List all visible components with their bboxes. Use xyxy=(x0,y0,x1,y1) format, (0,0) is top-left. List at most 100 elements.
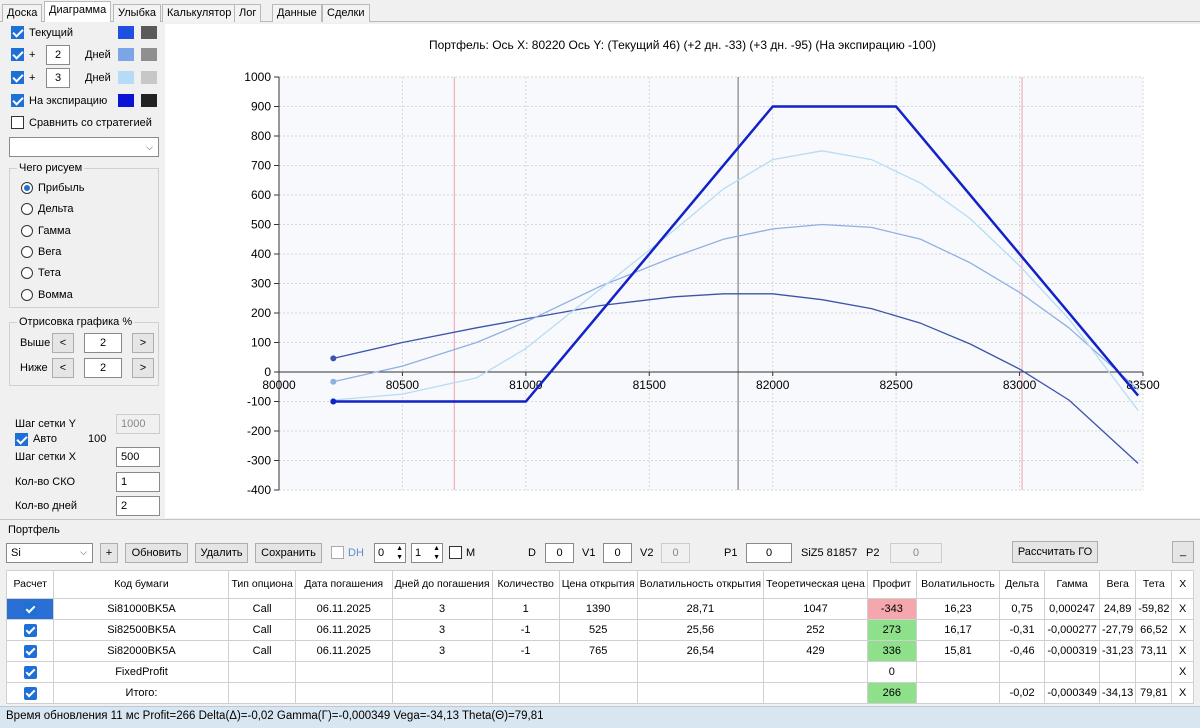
cell-calc[interactable] xyxy=(5,682,55,704)
series-plus3-days-input[interactable]: 3 xyxy=(46,68,70,88)
instrument-select[interactable]: Si ⌵ xyxy=(6,543,93,563)
chart-title: Портфель: Ось X: 80220 Ось Y: (Текущий 4… xyxy=(428,38,937,52)
series-plus2-days-input[interactable]: 2 xyxy=(46,45,70,65)
tab-board[interactable]: Доска xyxy=(2,4,43,22)
calc-margin-button[interactable]: Рассчитать ГО xyxy=(1012,541,1098,563)
tab-deals[interactable]: Сделки xyxy=(322,4,370,22)
v1-input[interactable]: 0 xyxy=(603,543,632,563)
table-row[interactable]: FixedProfit 0 X xyxy=(5,661,1194,683)
col-theta[interactable]: Тета xyxy=(1135,570,1173,599)
tab-smile[interactable]: Улыбка xyxy=(113,4,162,22)
above-input[interactable]: 2 xyxy=(84,333,122,353)
spin-arrows-icon[interactable]: ▲ ▼ xyxy=(433,545,440,561)
below-increase-button[interactable]: > xyxy=(132,358,154,378)
v2-input[interactable]: 0 xyxy=(661,543,690,563)
add-button[interactable]: + xyxy=(100,543,118,563)
dh-spinner-1[interactable]: 0 ▲ ▼ xyxy=(374,543,406,563)
col-gamma[interactable]: Гамма xyxy=(1044,570,1101,599)
col-open-price[interactable]: Цена открытия xyxy=(558,570,638,599)
calc-checkbox[interactable] xyxy=(23,665,37,679)
refresh-button[interactable]: Обновить xyxy=(125,543,188,563)
col-quantity[interactable]: Количество xyxy=(491,570,560,599)
cell-remove[interactable]: X xyxy=(1171,661,1194,683)
cell-remove[interactable]: X xyxy=(1171,640,1194,662)
series-current-checkbox[interactable] xyxy=(11,26,24,39)
calc-checkbox[interactable] xyxy=(23,686,37,700)
radio-gamma[interactable] xyxy=(21,225,33,237)
series-plus2-color-alt[interactable] xyxy=(141,48,157,61)
days-count-input[interactable]: 2 xyxy=(116,496,160,516)
calc-checkbox[interactable] xyxy=(23,644,37,658)
series-current-color-alt[interactable] xyxy=(141,26,157,39)
col-remove[interactable]: X xyxy=(1171,570,1194,599)
cell-remove[interactable]: X xyxy=(1171,598,1194,620)
series-plus3-checkbox[interactable] xyxy=(11,71,24,84)
above-decrease-button[interactable]: < xyxy=(52,333,74,353)
table-row[interactable]: Si82000BK5A Call 06.11.2025 3 -1 765 26,54 429 3… xyxy=(5,640,1194,662)
col-code[interactable]: Код бумаги xyxy=(53,570,230,599)
calc-checkbox[interactable] xyxy=(23,602,37,616)
radio-vomma[interactable] xyxy=(21,289,33,301)
m-checkbox[interactable] xyxy=(449,546,462,559)
col-profit[interactable]: Профит xyxy=(866,570,917,599)
table-row[interactable]: Si81000BK5A Call 06.11.2025 3 1 1390 28,71 1047… xyxy=(5,598,1194,620)
series-line-0 xyxy=(333,293,1139,464)
series-plus2-checkbox[interactable] xyxy=(11,48,24,61)
series-plus3-color[interactable] xyxy=(118,71,134,84)
sko-input[interactable]: 1 xyxy=(116,472,160,492)
d-input[interactable]: 0 xyxy=(545,543,574,563)
p1-input[interactable]: 0 xyxy=(746,543,792,563)
p2-input[interactable]: 0 xyxy=(890,543,942,563)
col-delta[interactable]: Дельта xyxy=(999,570,1046,599)
dh-spinner-2[interactable]: 1 ▲ ▼ xyxy=(411,543,443,563)
above-increase-button[interactable]: > xyxy=(132,333,154,353)
radio-profit[interactable] xyxy=(21,182,33,194)
x-tick-label: 83000 xyxy=(1003,378,1037,392)
tab-data[interactable]: Данные xyxy=(272,4,322,22)
spin-arrows-icon[interactable]: ▲ ▼ xyxy=(396,545,403,561)
auto-checkbox[interactable] xyxy=(15,433,28,446)
delete-button[interactable]: Удалить xyxy=(195,543,248,563)
col-vega[interactable]: Вега xyxy=(1099,570,1137,599)
cell-calc[interactable] xyxy=(5,661,55,683)
cell-remove[interactable]: X xyxy=(1171,682,1194,704)
col-theoretical-price[interactable]: Теоретическая цена xyxy=(763,570,868,599)
strategy-select[interactable]: ⌵ xyxy=(9,137,159,157)
radio-delta[interactable] xyxy=(21,203,33,215)
dh-checkbox[interactable] xyxy=(331,546,344,559)
cell-calc[interactable] xyxy=(5,619,55,641)
radio-vega[interactable] xyxy=(21,246,33,258)
calc-checkbox[interactable] xyxy=(23,623,37,637)
col-expiry-date[interactable]: Дата погашения xyxy=(294,570,393,599)
col-days-to-expiry[interactable]: Дней до погашения xyxy=(391,570,493,599)
cell-calc[interactable] xyxy=(5,598,55,620)
series-plus2-color[interactable] xyxy=(118,48,134,61)
payoff-chart[interactable]: Портфель: Ось X: 80220 Ось Y: (Текущий 4… xyxy=(165,24,1200,518)
series-expiration-checkbox[interactable] xyxy=(11,94,24,107)
series-current-color[interactable] xyxy=(118,26,134,39)
series-plus3-color-alt[interactable] xyxy=(141,71,157,84)
cell-remove[interactable]: X xyxy=(1171,619,1194,641)
compare-strategy-checkbox[interactable] xyxy=(11,116,24,129)
col-open-volatility[interactable]: Волатильность открытия xyxy=(636,570,765,599)
radio-theta[interactable] xyxy=(21,267,33,279)
series-expiration-color-alt[interactable] xyxy=(141,94,157,107)
chart-svg[interactable]: 10009008007006005004003002001000-100-200… xyxy=(165,24,1200,518)
col-calc[interactable]: Расчет xyxy=(5,570,55,599)
minimize-button[interactable]: _ xyxy=(1172,541,1194,563)
grid-y-input[interactable]: 1000 xyxy=(116,414,160,434)
cell-calc[interactable] xyxy=(5,640,55,662)
below-decrease-button[interactable]: < xyxy=(52,358,74,378)
below-input[interactable]: 2 xyxy=(84,358,122,378)
grid-x-input[interactable]: 500 xyxy=(116,447,160,467)
table-row[interactable]: Итого: 266 -0,02 -0,000349 -34,13 79,81 X xyxy=(5,682,1194,704)
auto-value: 100 xyxy=(88,433,107,445)
col-option-type[interactable]: Тип опциона xyxy=(228,570,296,599)
table-row[interactable]: Si82500BK5A Call 06.11.2025 3 -1 525 25,56 252 2… xyxy=(5,619,1194,641)
tab-diagram[interactable]: Диаграмма xyxy=(44,1,112,22)
col-volatility[interactable]: Волатильность xyxy=(915,570,1001,599)
series-expiration-color[interactable] xyxy=(118,94,134,107)
tab-log[interactable]: Лог xyxy=(234,4,262,22)
tab-calculator[interactable]: Калькулятор xyxy=(162,4,237,22)
save-button[interactable]: Сохранить xyxy=(255,543,322,563)
